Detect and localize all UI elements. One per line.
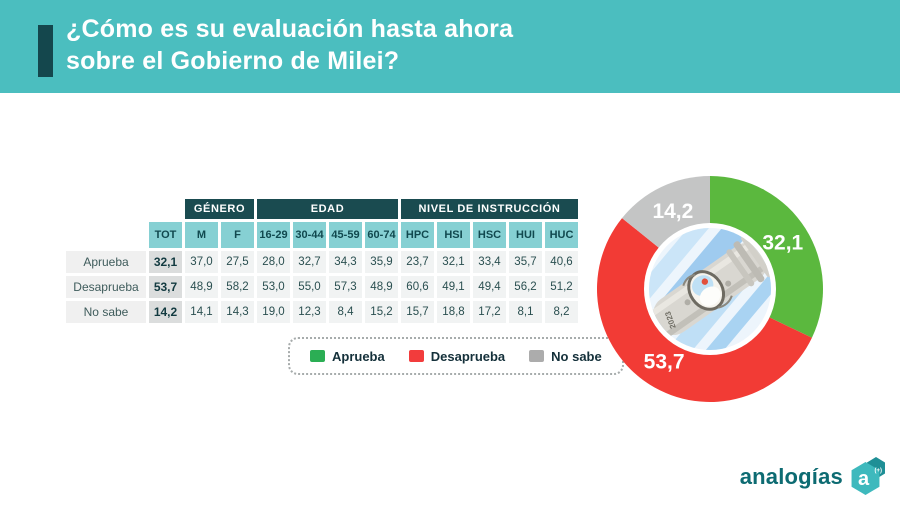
donut-svg: 2023 32,1 53,7 14,2 [596,176,823,402]
table-cell-r2-c8: 60,6 [401,276,434,298]
table-cell-r1-c11: 35,7 [509,251,542,273]
brand-logo: analogías a (+) [739,457,885,495]
legend-label: No sabe [551,348,602,364]
table-cell-r1-c6: 34,3 [329,251,362,273]
table-cell-r3-c4: 19,0 [257,301,290,323]
row-label-2: Desaprueba [66,276,146,298]
table-cell-r1-c4: 28,0 [257,251,290,273]
table-cell-r1-c1: 32,1 [149,251,182,273]
table-cell-r1-c9: 32,1 [437,251,470,273]
column-header-60-74: 60-74 [365,222,398,248]
table-cell-r1-c3: 27,5 [221,251,254,273]
table-cell-r3-c9: 18,8 [437,301,470,323]
page-title-line2: sobre el Gobierno de Milei? [66,47,400,75]
table-cell-r1-c2: 37,0 [185,251,218,273]
column-header-45-59: 45-59 [329,222,362,248]
column-header-hsi: HSI [437,222,470,248]
column-header-hsc: HSC [473,222,506,248]
column-header-16-29: 16-29 [257,222,290,248]
legend-item-no-sabe: No sabe [529,349,602,364]
brand-mark-letter: a [857,467,870,490]
table-cell-r3-c10: 17,2 [473,301,506,323]
slice-value-label-no-sabe: 14,2 [652,200,693,223]
table-cell-r1-c12: 40,6 [545,251,578,273]
legend-swatch-icon [310,350,325,362]
table-cell-r2-c11: 56,2 [509,276,542,298]
table-cell-r1-c8: 23,7 [401,251,434,273]
column-header-huc: HUC [545,222,578,248]
rowlabel-header-spacer [66,222,146,248]
brand-logo-mark-icon: a (+) [850,457,885,495]
column-header-m: M [185,222,218,248]
table-cell-r3-c6: 8,4 [329,301,362,323]
column-header-30-44: 30-44 [293,222,326,248]
slice-value-label-desaprueba: 53,7 [644,350,685,373]
table-cell-r3-c2: 14,1 [185,301,218,323]
page-title-line1: ¿Cómo es su evaluación hasta ahora [66,15,514,43]
hexagon-front-icon: a [851,462,880,495]
legend-swatch-icon [529,350,545,362]
page-title: ¿Cómo es su evaluación hasta ahora sobre… [66,13,513,77]
table-cell-r1-c10: 33,4 [473,251,506,273]
table-cell-r3-c7: 15,2 [365,301,398,323]
table-cell-r1-c7: 35,9 [365,251,398,273]
legend-item-aprueba: Aprueba [310,349,385,364]
table-cell-r2-c1: 53,7 [149,276,182,298]
legend-label: Aprueba [332,348,385,364]
brand-mark-sup: (+) [874,468,883,474]
column-header-f: F [221,222,254,248]
corner-spacer [66,199,146,219]
header-accent-bar [38,25,53,77]
table-cell-r2-c10: 49,4 [473,276,506,298]
table-cell-r2-c9: 49,1 [437,276,470,298]
column-header-tot: TOT [149,222,182,248]
table-cell-r3-c12: 8,2 [545,301,578,323]
group-header-2: EDAD [257,199,398,219]
header-band: ¿Cómo es su evaluación hasta ahora sobre… [0,0,900,93]
table-cell-r3-c5: 12,3 [293,301,326,323]
table-cell-r2-c4: 53,0 [257,276,290,298]
crosstab-table: GÉNERO EDAD NIVEL DE INSTRUCCIÓN TOT M F 16-29… [66,199,578,323]
tot-group-spacer [149,199,182,219]
rolled-bill: 2023 [649,235,771,338]
table-cell-r3-c1: 14,2 [149,301,182,323]
table-cell-r3-c11: 8,1 [509,301,542,323]
slice-labels: 32,1 53,7 14,2 [644,200,804,373]
row-label-3: No sabe [66,301,146,323]
group-header-1: GÉNERO [185,199,254,219]
table-cell-r1-c5: 32,7 [293,251,326,273]
column-header-hpc: HPC [401,222,434,248]
table-cell-r2-c2: 48,9 [185,276,218,298]
chart-legend: Aprueba Desaprueba No sabe [288,337,624,375]
row-label-1: Aprueba [66,251,146,273]
brand-logo-text: analogías [739,464,843,489]
column-header-hui: HUI [509,222,542,248]
table-cell-r2-c3: 58,2 [221,276,254,298]
table-cell-r3-c8: 15,7 [401,301,434,323]
donut-chart: 2023 32,1 53,7 14,2 [596,175,824,403]
slice-value-label-aprueba: 32,1 [762,232,803,255]
table-cell-r2-c6: 57,3 [329,276,362,298]
legend-swatch-icon [408,350,424,362]
table-cell-r3-c3: 14,3 [221,301,254,323]
table-cell-r2-c5: 55,0 [293,276,326,298]
legend-label: Desaprueba [430,348,506,364]
group-header-3: NIVEL DE INSTRUCCIÓN [401,199,578,219]
table-cell-r2-c7: 48,9 [365,276,398,298]
table-cell-r2-c12: 51,2 [545,276,578,298]
legend-item-desaprueba: Desaprueba [408,348,506,364]
